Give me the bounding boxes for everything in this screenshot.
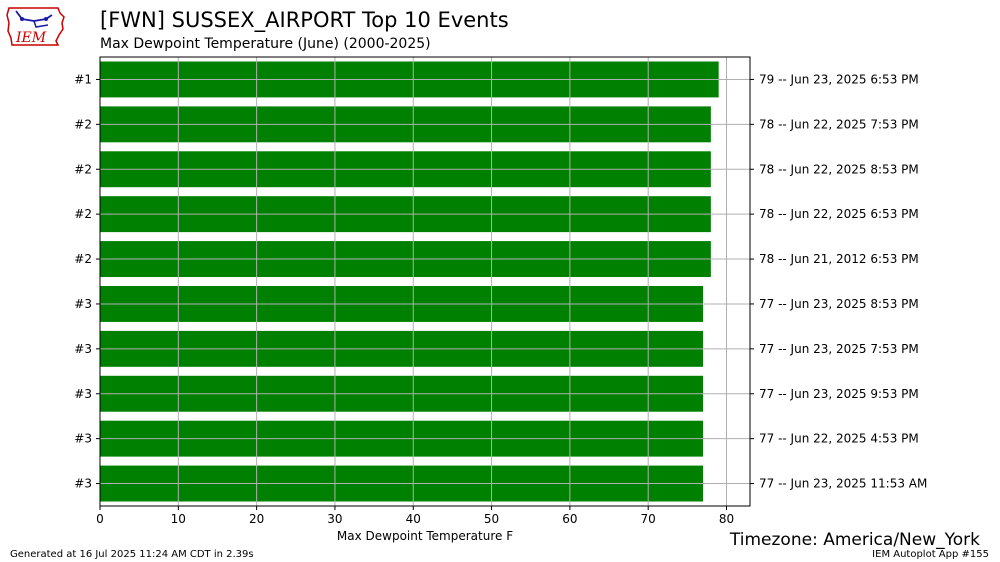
event-label: 77 -- Jun 23, 2025 9:53 PM bbox=[759, 387, 919, 401]
timezone-label: Timezone: America/New_York bbox=[729, 530, 980, 550]
rank-label: #3 bbox=[74, 432, 92, 446]
rank-label: #1 bbox=[74, 72, 92, 86]
x-tick-label: 80 bbox=[719, 512, 734, 526]
event-label: 77 -- Jun 23, 2025 11:53 AM bbox=[759, 477, 927, 491]
event-label: 77 -- Jun 22, 2025 4:53 PM bbox=[759, 432, 919, 446]
event-label: 78 -- Jun 21, 2012 6:53 PM bbox=[759, 252, 919, 266]
rank-label: #2 bbox=[74, 207, 92, 221]
rank-label: #2 bbox=[74, 162, 92, 176]
chart-subtitle: Max Dewpoint Temperature (June) (2000-20… bbox=[100, 36, 431, 52]
generated-note: Generated at 16 Jul 2025 11:24 AM CDT in… bbox=[10, 549, 254, 560]
x-tick-label: 70 bbox=[641, 512, 656, 526]
rank-label: #3 bbox=[74, 297, 92, 311]
x-tick-label: 40 bbox=[406, 512, 421, 526]
plot-frame bbox=[99, 56, 751, 507]
rank-label: #2 bbox=[74, 117, 92, 131]
event-label: 77 -- Jun 23, 2025 8:53 PM bbox=[759, 297, 919, 311]
rank-label: #3 bbox=[74, 387, 92, 401]
x-axis-label: Max Dewpoint Temperature F bbox=[337, 529, 513, 543]
logo-text: IEM bbox=[15, 30, 47, 46]
x-tick-label: 60 bbox=[562, 512, 577, 526]
event-label: 78 -- Jun 22, 2025 8:53 PM bbox=[759, 162, 919, 176]
x-tick-label: 10 bbox=[171, 512, 186, 526]
rank-label: #2 bbox=[74, 252, 92, 266]
chart-title: [FWN] SUSSEX_AIRPORT Top 10 Events bbox=[100, 8, 509, 32]
rank-label: #3 bbox=[74, 342, 92, 356]
event-label: 77 -- Jun 23, 2025 7:53 PM bbox=[759, 342, 919, 356]
x-tick-label: 30 bbox=[327, 512, 342, 526]
x-tick-label: 50 bbox=[484, 512, 499, 526]
iem-logo: IEM bbox=[6, 7, 65, 46]
event-label: 78 -- Jun 22, 2025 6:53 PM bbox=[759, 207, 919, 221]
rank-label: #3 bbox=[74, 477, 92, 491]
x-tick-label: 20 bbox=[249, 512, 264, 526]
event-label: 78 -- Jun 22, 2025 7:53 PM bbox=[759, 117, 919, 131]
app-credit: IEM Autoplot App #155 bbox=[872, 549, 989, 560]
event-label: 79 -- Jun 23, 2025 6:53 PM bbox=[759, 72, 919, 86]
x-tick-label: 0 bbox=[96, 512, 104, 526]
